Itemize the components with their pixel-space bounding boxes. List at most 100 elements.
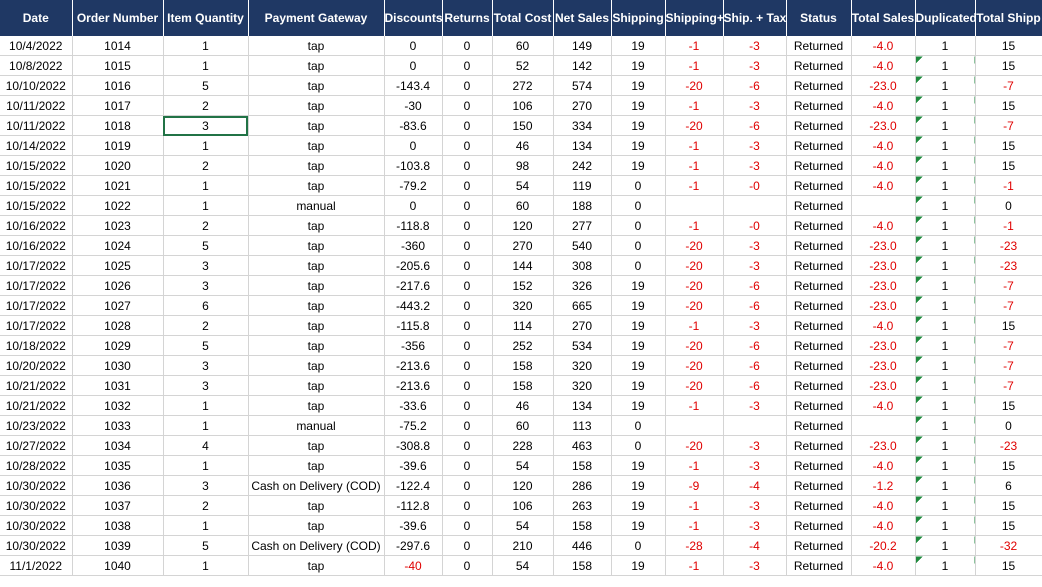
- cell: Returned: [786, 415, 852, 436]
- cell: 158: [492, 355, 554, 376]
- cell: 1014: [72, 36, 164, 56]
- cell: 5: [163, 235, 249, 256]
- cell: -3: [723, 95, 787, 116]
- header-row: Date Order Number Item Quantity Payment Gat…: [0, 0, 1042, 36]
- cell: Returned: [786, 295, 852, 316]
- cell: 15: [975, 395, 1042, 416]
- cell: 228: [492, 435, 554, 456]
- cell: -7: [975, 375, 1042, 396]
- cell: 0: [442, 335, 493, 356]
- cell: 158: [553, 555, 612, 576]
- cell: 60: [492, 36, 554, 56]
- cell: 19: [611, 375, 666, 396]
- cell: 19: [611, 135, 666, 156]
- cell: 326: [553, 275, 612, 296]
- cell: 1019: [72, 135, 164, 156]
- cell: Cash on Delivery (COD): [248, 535, 385, 556]
- cell: 1032: [72, 395, 164, 416]
- cell: 54: [492, 555, 554, 576]
- table-row: 10/14/2022 1019 1 tap 0 0 46 134 19 -1 -3 Returned -…: [0, 135, 1042, 156]
- cell: Returned: [786, 75, 852, 96]
- cell: 19: [611, 355, 666, 376]
- cell: tap: [248, 275, 385, 296]
- cell: 0: [611, 195, 666, 216]
- cell: -20: [665, 295, 724, 316]
- cell: [723, 195, 787, 216]
- cell: 142: [553, 55, 612, 76]
- table-row: 10/23/2022 1033 1 manual -75.2 0 60 113 0 Returne…: [0, 415, 1042, 436]
- cell: -23: [975, 255, 1042, 276]
- cell: 15: [975, 95, 1042, 116]
- cell: 0: [975, 415, 1042, 436]
- cell: 10/17/2022: [0, 255, 73, 276]
- cell: 10/16/2022: [0, 215, 73, 236]
- cell: Returned: [786, 36, 852, 56]
- cell: tap: [248, 255, 385, 276]
- cell: 0: [442, 455, 493, 476]
- cell: 1: [163, 395, 249, 416]
- cell: 19: [611, 275, 666, 296]
- column-header: Total Cost: [492, 0, 554, 36]
- cell: 0: [442, 435, 493, 456]
- cell: 134: [553, 135, 612, 156]
- cell: tap: [248, 435, 385, 456]
- cell: 0: [442, 135, 493, 156]
- cell: -33.6: [384, 395, 443, 416]
- cell: 19: [611, 395, 666, 416]
- cell: -30: [384, 95, 443, 116]
- cell: [851, 195, 916, 216]
- cell: 1025: [72, 255, 164, 276]
- cell: 114: [492, 315, 554, 336]
- cell: -20: [665, 275, 724, 296]
- cell: -23.0: [851, 75, 916, 96]
- cell: 54: [492, 175, 554, 196]
- cell: 1: [915, 395, 976, 416]
- cell: 15: [975, 135, 1042, 156]
- cell: 0: [442, 255, 493, 276]
- cell: 54: [492, 455, 554, 476]
- cell: tap: [248, 95, 385, 116]
- cell: 10/17/2022: [0, 315, 73, 336]
- cell: 1027: [72, 295, 164, 316]
- cell: -356: [384, 335, 443, 356]
- cell: 15: [975, 315, 1042, 336]
- cell: 0: [442, 375, 493, 396]
- cell: -3: [723, 395, 787, 416]
- cell: -3: [723, 495, 787, 516]
- cell: -6: [723, 115, 787, 136]
- cell: 10/30/2022: [0, 515, 73, 536]
- cell: 98: [492, 155, 554, 176]
- cell: 0: [442, 535, 493, 556]
- cell: -1: [665, 455, 724, 476]
- cell: 10/11/2022: [0, 115, 73, 136]
- table-row: 10/16/2022 1024 5 tap -360 0 270 540 0 -20 -3 Retur…: [0, 235, 1042, 256]
- cell: tap: [248, 495, 385, 516]
- cell: 188: [553, 195, 612, 216]
- cell: Returned: [786, 355, 852, 376]
- table-row: 10/17/2022 1026 3 tap -217.6 0 152 326 19 -20 -6 Re…: [0, 275, 1042, 296]
- cell: Returned: [786, 135, 852, 156]
- cell: 2: [163, 315, 249, 336]
- table-row: 10/30/2022 1038 1 tap -39.6 0 54 158 19 -1 -3 Retur…: [0, 515, 1042, 536]
- cell: -20: [665, 75, 724, 96]
- cell: -1: [665, 495, 724, 516]
- cell: 10/15/2022: [0, 155, 73, 176]
- cell: 19: [611, 555, 666, 576]
- cell: 320: [553, 375, 612, 396]
- cell: Returned: [786, 455, 852, 476]
- cell: 1: [915, 415, 976, 436]
- cell: 10/15/2022: [0, 195, 73, 216]
- cell: 3: [163, 475, 249, 496]
- table-row: 10/17/2022 1028 2 tap -115.8 0 114 270 19 -1 -3 Ret…: [0, 315, 1042, 336]
- column-header: Shipping: [611, 0, 666, 36]
- table-row: 10/11/2022 1018 3 tap -83.6 0 150 334 19 -20 -6 Ret…: [0, 115, 1042, 136]
- cell: -4.0: [851, 515, 916, 536]
- cell: -360: [384, 235, 443, 256]
- cell: 0: [975, 195, 1042, 216]
- cell: 0: [442, 75, 493, 96]
- cell: 3: [163, 275, 249, 296]
- cell: Returned: [786, 95, 852, 116]
- cell: 263: [553, 495, 612, 516]
- column-header: Ship. + Tax: [723, 0, 787, 36]
- cell: -308.8: [384, 435, 443, 456]
